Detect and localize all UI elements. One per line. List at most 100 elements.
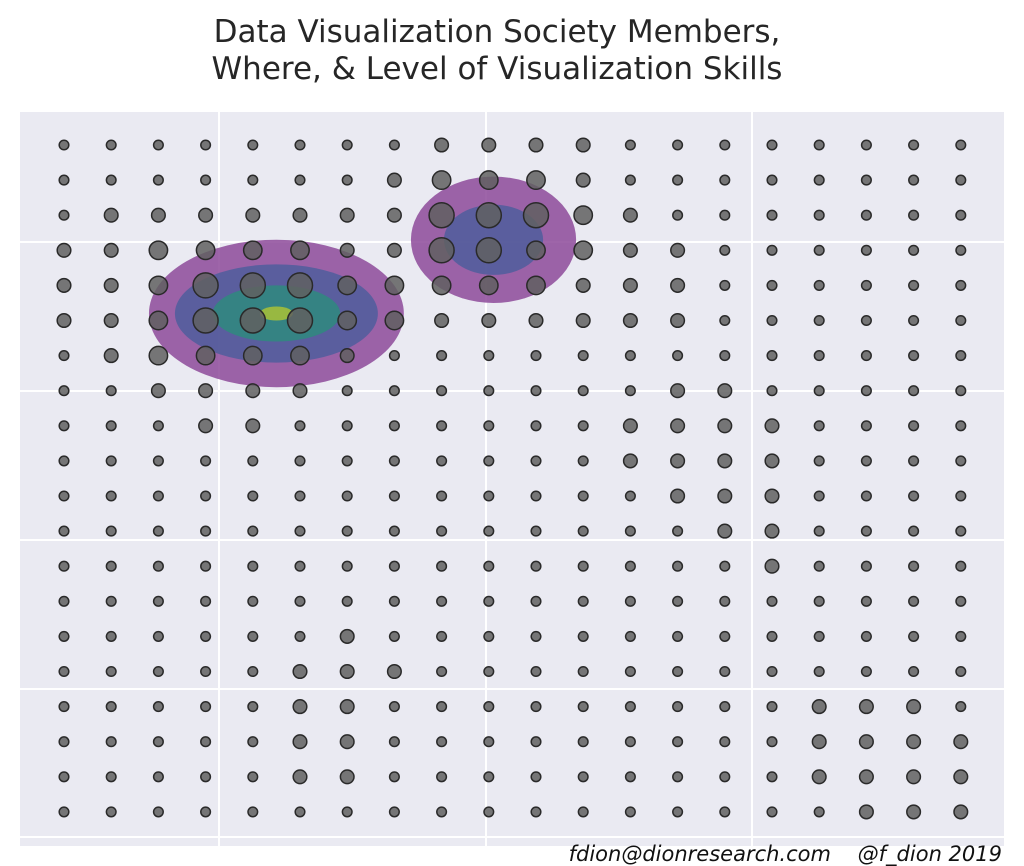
data-point xyxy=(245,383,261,399)
data-point xyxy=(764,418,780,434)
data-point xyxy=(670,242,686,258)
data-point xyxy=(388,771,400,783)
data-point xyxy=(624,174,636,186)
data-point xyxy=(247,525,259,537)
data-point xyxy=(670,383,686,399)
data-point xyxy=(341,174,353,186)
data-point xyxy=(575,172,591,188)
data-point xyxy=(105,560,117,572)
data-point xyxy=(908,490,920,502)
data-point xyxy=(860,560,872,572)
data-point xyxy=(292,699,308,715)
data-point xyxy=(624,630,636,642)
data-point xyxy=(341,560,353,572)
data-point xyxy=(955,244,967,256)
data-point xyxy=(56,242,72,258)
data-point xyxy=(622,312,638,329)
data-point xyxy=(58,560,70,572)
data-point xyxy=(436,806,448,818)
data-point xyxy=(292,663,308,680)
data-point xyxy=(622,453,638,469)
data-point xyxy=(577,350,589,362)
data-point xyxy=(152,455,164,467)
data-point xyxy=(813,455,825,467)
data-point xyxy=(530,490,542,502)
data-point xyxy=(955,701,967,713)
data-point xyxy=(955,665,967,678)
data-point xyxy=(105,595,117,607)
data-point xyxy=(766,806,778,818)
data-point xyxy=(860,630,872,642)
data-point xyxy=(577,525,589,537)
data-point xyxy=(908,314,920,327)
data-point xyxy=(192,272,219,299)
data-point xyxy=(105,420,117,432)
data-point xyxy=(624,665,636,678)
data-point xyxy=(955,209,967,221)
data-point xyxy=(247,595,259,607)
data-point xyxy=(475,201,503,229)
data-point xyxy=(200,665,212,678)
data-point xyxy=(530,595,542,607)
data-point xyxy=(58,665,70,678)
data-point xyxy=(908,630,920,642)
data-point xyxy=(860,595,872,607)
data-point xyxy=(813,806,825,818)
data-point xyxy=(719,806,731,818)
data-point xyxy=(530,806,542,818)
data-point xyxy=(955,174,967,186)
data-point xyxy=(719,139,731,151)
data-point xyxy=(813,630,825,642)
data-point xyxy=(813,314,825,327)
data-point xyxy=(388,455,400,467)
data-point xyxy=(105,455,117,467)
data-point xyxy=(388,385,400,397)
data-point xyxy=(388,350,400,362)
data-point xyxy=(719,701,731,713)
data-point xyxy=(388,806,400,818)
data-point xyxy=(103,348,119,364)
data-point xyxy=(292,769,308,785)
data-point xyxy=(577,385,589,397)
data-point xyxy=(245,207,261,223)
data-point xyxy=(813,560,825,572)
data-point xyxy=(860,455,872,467)
data-point xyxy=(719,314,731,327)
data-point xyxy=(339,663,355,680)
data-point xyxy=(386,207,402,223)
data-point xyxy=(388,139,400,151)
data-point xyxy=(337,275,358,296)
data-point xyxy=(341,806,353,818)
data-point xyxy=(813,385,825,397)
data-point xyxy=(953,769,969,785)
data-point xyxy=(436,385,448,397)
data-point xyxy=(436,736,448,748)
data-point xyxy=(766,385,778,397)
data-point xyxy=(239,307,267,334)
data-point xyxy=(672,560,684,572)
data-point xyxy=(719,174,731,186)
data-point xyxy=(386,242,402,258)
data-point xyxy=(672,174,684,186)
data-point xyxy=(431,170,452,191)
data-point xyxy=(483,736,495,748)
data-point xyxy=(339,242,355,258)
data-point xyxy=(717,523,733,539)
data-point xyxy=(906,769,922,785)
data-point xyxy=(811,769,827,785)
data-point xyxy=(200,595,212,607)
data-point xyxy=(906,734,922,750)
data-point xyxy=(152,560,164,572)
data-point xyxy=(483,350,495,362)
data-point xyxy=(200,701,212,713)
data-point xyxy=(152,630,164,642)
data-point xyxy=(339,734,355,750)
data-point xyxy=(483,420,495,432)
data-point xyxy=(105,701,117,713)
data-point xyxy=(766,174,778,186)
data-point xyxy=(955,420,967,432)
data-point xyxy=(247,630,259,642)
data-point xyxy=(247,665,259,678)
data-point xyxy=(577,595,589,607)
data-point xyxy=(341,420,353,432)
